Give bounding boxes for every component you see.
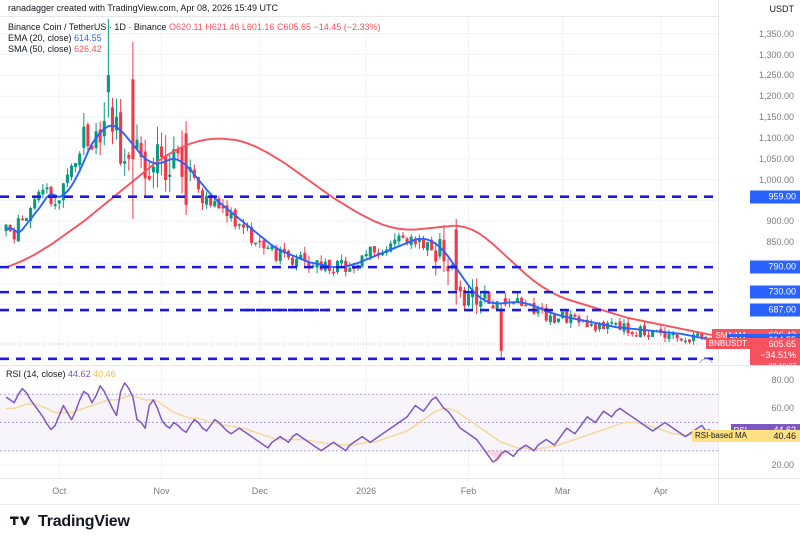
bnb-symbol-badge-label: BNBUSDT: [705, 337, 750, 349]
ema-legend-value: 614.55: [74, 33, 102, 43]
symbol-title[interactable]: Binance Coin / TetherUS · 1D · Binance: [8, 22, 167, 32]
price-axis-tick: 1,000.00: [758, 174, 794, 185]
ohlc-low-label: L: [241, 22, 247, 32]
attribution-text: ranadagger created with TradingView.com,…: [0, 0, 800, 17]
price-chart-canvas[interactable]: [0, 17, 718, 363]
chart-legend-sma[interactable]: SMA (50, close) 626.42: [8, 44, 102, 54]
time-axis-tick: Oct: [52, 486, 67, 496]
price-axis-tick: 1,100.00: [758, 132, 794, 143]
chart-legend-ema[interactable]: EMA (20, close) 614.55: [8, 33, 102, 43]
rsi-ma-legend-value: 40.46: [93, 369, 116, 379]
price-level-badge[interactable]: 687.00: [750, 303, 800, 317]
price-level-badge[interactable]: 959.00: [750, 190, 800, 204]
time-axis-tick: Apr: [653, 486, 668, 496]
ohlc-open-label: O: [168, 22, 176, 32]
time-axis-tick: Nov: [153, 486, 170, 496]
bnb-badge-line-2: −34.51%: [760, 349, 796, 360]
ohlc-low-value: 601.16: [246, 22, 275, 32]
price-axis-title: USDT: [769, 4, 795, 14]
rsi-ma-value-badge[interactable]: RSI-based MA 40.46: [691, 429, 800, 442]
rsi-indicator-pane[interactable]: [0, 365, 718, 479]
time-axis-tick: Dec: [251, 486, 268, 496]
rsi-chart-canvas[interactable]: [0, 366, 718, 479]
ohlc-close-value: 605.65: [283, 22, 311, 32]
rsi-legend-label: RSI (14, close): [6, 369, 66, 379]
price-axis-tick: 1,200.00: [758, 91, 794, 102]
price-axis-tick: 1,250.00: [758, 70, 794, 81]
rsi-axis-tick: 60.00: [771, 403, 794, 414]
tradingview-wordmark: TradingView: [38, 513, 130, 530]
chart-legend-main: Binance Coin / TetherUS · 1D · Binance O…: [8, 22, 381, 32]
rsi-legend-value: 44.62: [68, 369, 91, 379]
ohlc-open-value: 620.11: [175, 22, 203, 32]
price-chart-pane[interactable]: [0, 17, 718, 363]
rsi-axis-tick: 80.00: [771, 375, 794, 386]
price-axis-tick: 1,300.00: [758, 49, 794, 60]
ohlc-change-value: −14.45 (−2.33%): [313, 22, 381, 32]
axis-corner: [718, 478, 800, 504]
ohlc-close-label: C: [276, 22, 284, 32]
time-axis[interactable]: Oct Nov Dec 2026 Feb Mar Apr: [0, 478, 718, 504]
tradingview-logo-icon: [10, 516, 30, 526]
price-axis-tick: 850.00: [766, 237, 794, 248]
time-axis-tick: 2026: [356, 486, 377, 496]
ohlc-high-label: H: [205, 22, 212, 32]
chart-legend-rsi[interactable]: RSI (14, close) 44.62 40.46: [6, 369, 116, 379]
rsi-axis-tick: 20.00: [771, 459, 794, 470]
time-axis-tick: Feb: [460, 486, 477, 496]
price-level-badge[interactable]: 790.00: [750, 260, 800, 274]
price-axis-tick: 1,150.00: [758, 112, 794, 123]
price-axis-tick: 1,350.00: [758, 28, 794, 39]
price-axis[interactable]: USDT 1,350.00 1,300.00 1,250.00 1,200.00 1,1…: [705, 0, 800, 373]
price-axis-tick: 1,050.00: [758, 153, 794, 164]
sma-legend-label: SMA (50, close): [8, 44, 72, 54]
price-level-badge[interactable]: 730.00: [750, 285, 800, 299]
ema-legend-label: EMA (20, close): [8, 33, 72, 43]
price-axis-tick: 900.00: [766, 216, 794, 227]
rsi-ma-value-badge-value: 40.46: [750, 429, 800, 442]
footer-bar: TradingView: [0, 504, 800, 539]
time-axis-tick: Mar: [554, 486, 571, 496]
rsi-ma-value-badge-label: RSI-based MA: [691, 429, 750, 442]
sma-legend-value: 626.42: [74, 44, 102, 54]
lightning-alert-icon: [699, 358, 713, 363]
bnb-badge-line-1: 605.65: [768, 338, 796, 349]
ohlc-high-value: 621.46: [211, 22, 240, 32]
